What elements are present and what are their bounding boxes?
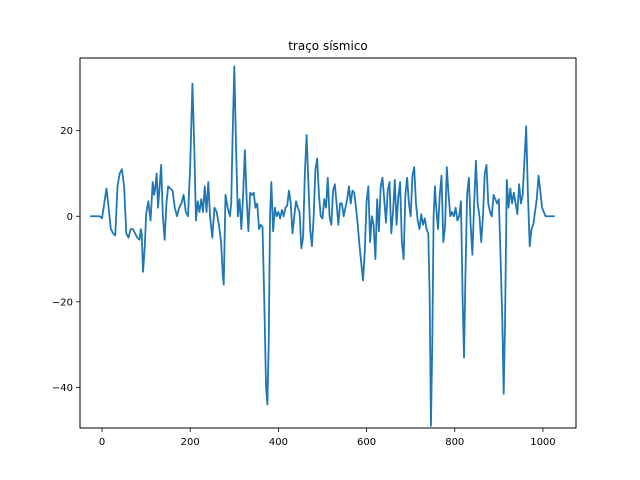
x-tick-label: 600	[357, 437, 376, 448]
plot-frame	[79, 57, 577, 429]
chart-title: traço sísmico	[288, 39, 368, 53]
y-tick-label: 20	[60, 126, 73, 137]
y-tick-label: −40	[52, 383, 73, 394]
series-line	[90, 65, 555, 427]
y-tick-label: 0	[67, 212, 73, 223]
x-tick-label: 200	[181, 437, 200, 448]
x-tick-label: 1000	[530, 437, 555, 448]
series-layer	[90, 65, 555, 427]
x-tick-label: 0	[99, 437, 105, 448]
x-tick-label: 400	[269, 437, 288, 448]
plot-area	[80, 58, 576, 428]
y-tick-label: −20	[52, 297, 73, 308]
x-tick-label: 800	[445, 437, 464, 448]
